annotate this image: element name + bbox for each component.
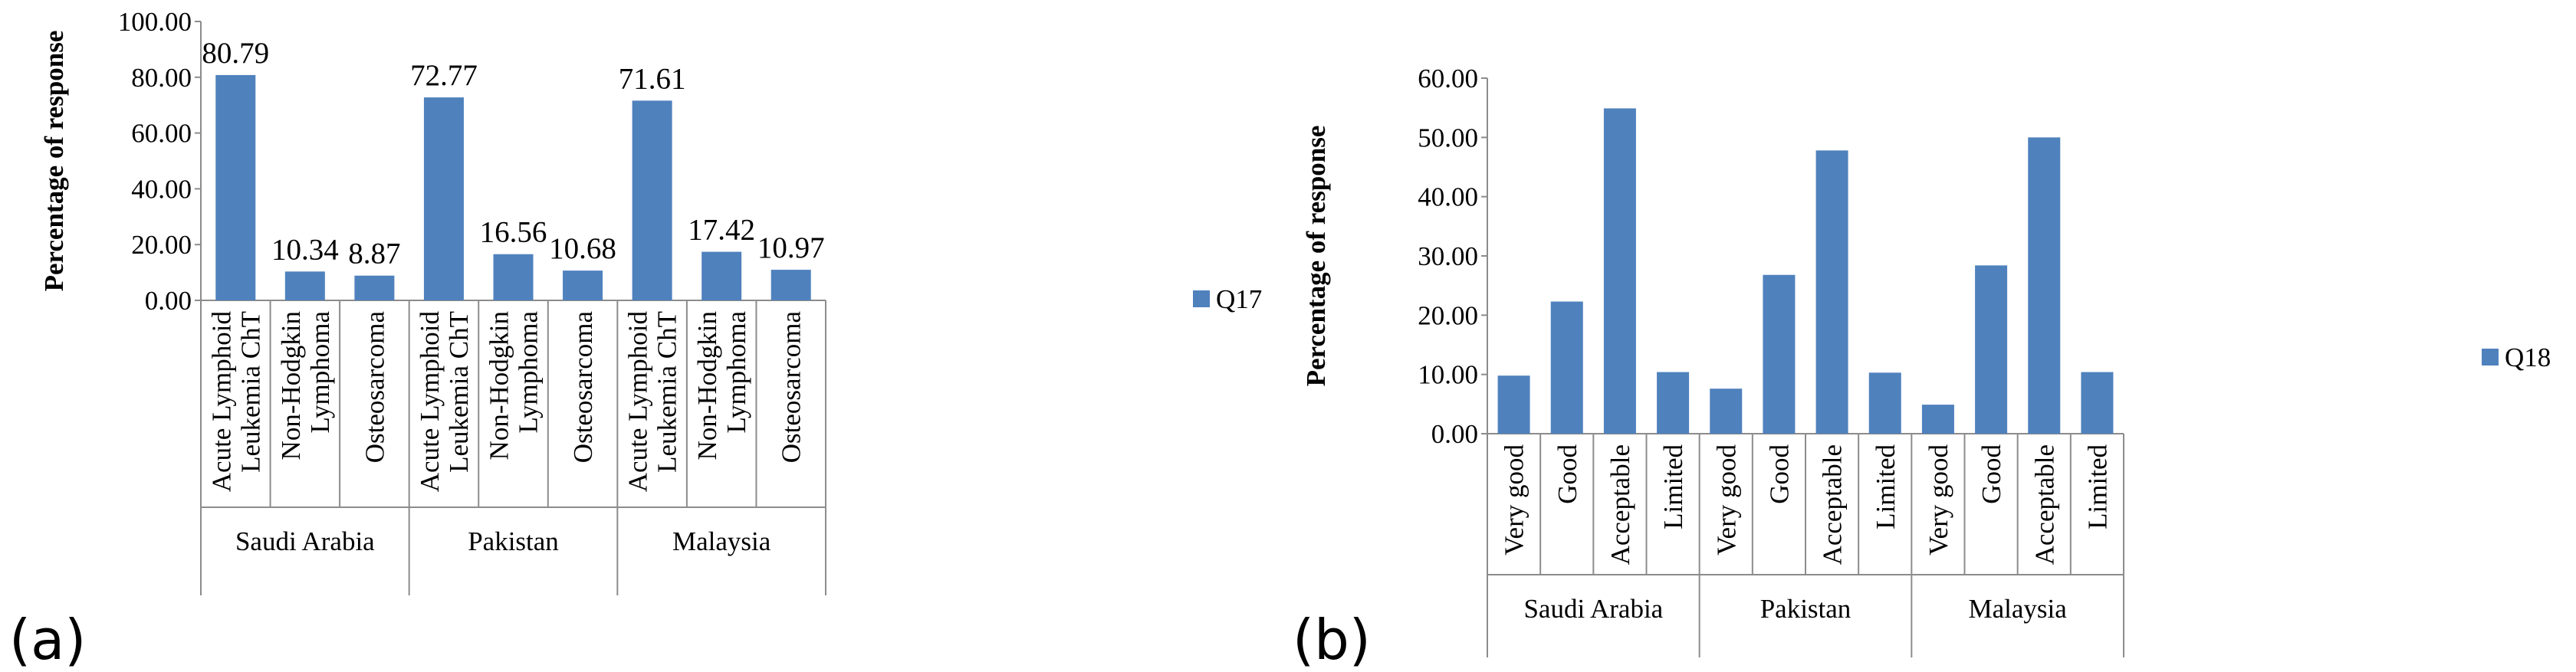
bar-saudi-arabia-1: [1550, 301, 1583, 434]
category-label: Leukemia ChT: [235, 311, 265, 473]
category-label: Acute Lymphoid: [415, 311, 445, 493]
y-tick-label: 20.00: [131, 230, 192, 260]
legend-swatch: [1193, 290, 1210, 307]
bar-saudi-arabia-3: [1657, 372, 1690, 434]
bar-saudi-arabia-2: [354, 275, 395, 300]
data-label: 10.34: [271, 233, 339, 266]
bar-malaysia-2: [770, 270, 811, 300]
panel-label: (b): [1293, 608, 1371, 672]
y-axis-title: Percentage of response: [1301, 126, 1331, 387]
category-label: Good: [1976, 444, 2006, 504]
data-label: 16.56: [480, 216, 547, 249]
y-tick-label: 0.00: [1431, 419, 1478, 449]
category-label: Non-Hodgkin: [692, 311, 722, 460]
data-label: 10.97: [757, 231, 825, 264]
bar-pakistan-0: [1710, 388, 1743, 434]
category-label: Good: [1552, 444, 1582, 504]
bar-malaysia-3: [2081, 372, 2114, 434]
data-label: 72.77: [410, 59, 478, 92]
group-label: Saudi Arabia: [1523, 594, 1663, 624]
bar-pakistan-1: [493, 254, 534, 300]
bar-malaysia-0: [1921, 405, 1954, 434]
group-label: Pakistan: [468, 526, 559, 556]
y-tick-label: 40.00: [1418, 182, 1478, 212]
bar-malaysia-0: [632, 100, 672, 300]
group-label: Pakistan: [1760, 594, 1852, 624]
data-label: 71.61: [619, 62, 686, 95]
category-label: Good: [1764, 444, 1794, 504]
group-label: Saudi Arabia: [235, 526, 375, 556]
category-label: Osteosarcoma: [360, 311, 389, 464]
data-label: 17.42: [688, 214, 755, 247]
bar-pakistan-0: [423, 97, 464, 301]
data-label: 80.79: [202, 37, 269, 70]
panel-label: (a): [9, 608, 86, 672]
group-label: Malaysia: [1969, 594, 2068, 624]
y-tick-label: 10.00: [1418, 360, 1478, 390]
bar-saudi-arabia-2: [1603, 108, 1636, 434]
bar-saudi-arabia-0: [215, 74, 256, 300]
bar-malaysia-1: [1975, 265, 2008, 434]
bar-saudi-arabia-0: [1497, 375, 1530, 434]
category-label: Limited: [1658, 444, 1688, 529]
category-label: Osteosarcoma: [568, 311, 598, 464]
category-label: Non-Hodgkin: [276, 311, 306, 460]
category-label: Leukemia ChT: [652, 311, 682, 473]
y-tick-label: 0.00: [145, 286, 192, 316]
category-label: Lymphoma: [305, 311, 335, 434]
legend-swatch: [2482, 349, 2499, 366]
y-tick-label: 80.00: [131, 63, 192, 93]
y-tick-label: 40.00: [131, 174, 192, 204]
category-label: Very good: [1500, 444, 1530, 556]
y-tick-label: 60.00: [1418, 64, 1478, 93]
category-label: Leukemia ChT: [444, 311, 474, 473]
category-label: Non-Hodgkin: [485, 311, 514, 460]
category-label: Limited: [1871, 444, 1901, 529]
category-label: Very good: [1711, 444, 1741, 556]
category-label: Lymphoma: [721, 311, 751, 434]
category-label: Acute Lymphoid: [206, 311, 236, 493]
legend-label: Q18: [2505, 343, 2551, 372]
category-label: Acceptable: [2029, 444, 2059, 565]
group-label: Malaysia: [672, 526, 771, 556]
y-tick-label: 20.00: [1418, 300, 1478, 330]
category-label: Limited: [2082, 444, 2112, 529]
bar-saudi-arabia-1: [284, 271, 325, 300]
category-label: Acceptable: [1818, 444, 1848, 565]
y-tick-label: 60.00: [131, 119, 192, 149]
category-label: Osteosarcoma: [777, 311, 807, 464]
bar-pakistan-2: [1815, 150, 1848, 434]
y-tick-label: 30.00: [1418, 241, 1478, 271]
bar-pakistan-3: [1868, 372, 1901, 434]
y-tick-label: 100.00: [118, 7, 192, 37]
bar-pakistan-1: [1763, 274, 1796, 434]
chart-a: 0.00 20.00 40.00 60.00 80.00 100.00 Percentage…: [9, 7, 1262, 672]
y-tick-label: 50.00: [1418, 123, 1478, 152]
data-label: 10.68: [549, 232, 616, 265]
bar-pakistan-2: [563, 270, 603, 300]
chart-b: 0.00 10.00 20.00 30.00 40.00 50.00 60.00 Percen…: [1293, 64, 2551, 672]
bar-malaysia-1: [702, 251, 742, 300]
category-label: Acute Lymphoid: [623, 311, 653, 493]
bar-malaysia-2: [2028, 137, 2061, 434]
y-axis-title: Percentage of response: [39, 31, 69, 292]
legend-label: Q17: [1216, 284, 1262, 314]
category-label: Acceptable: [1605, 444, 1635, 565]
category-label: Lymphoma: [514, 311, 544, 434]
category-label: Very good: [1924, 444, 1953, 556]
data-label: 8.87: [348, 238, 400, 270]
